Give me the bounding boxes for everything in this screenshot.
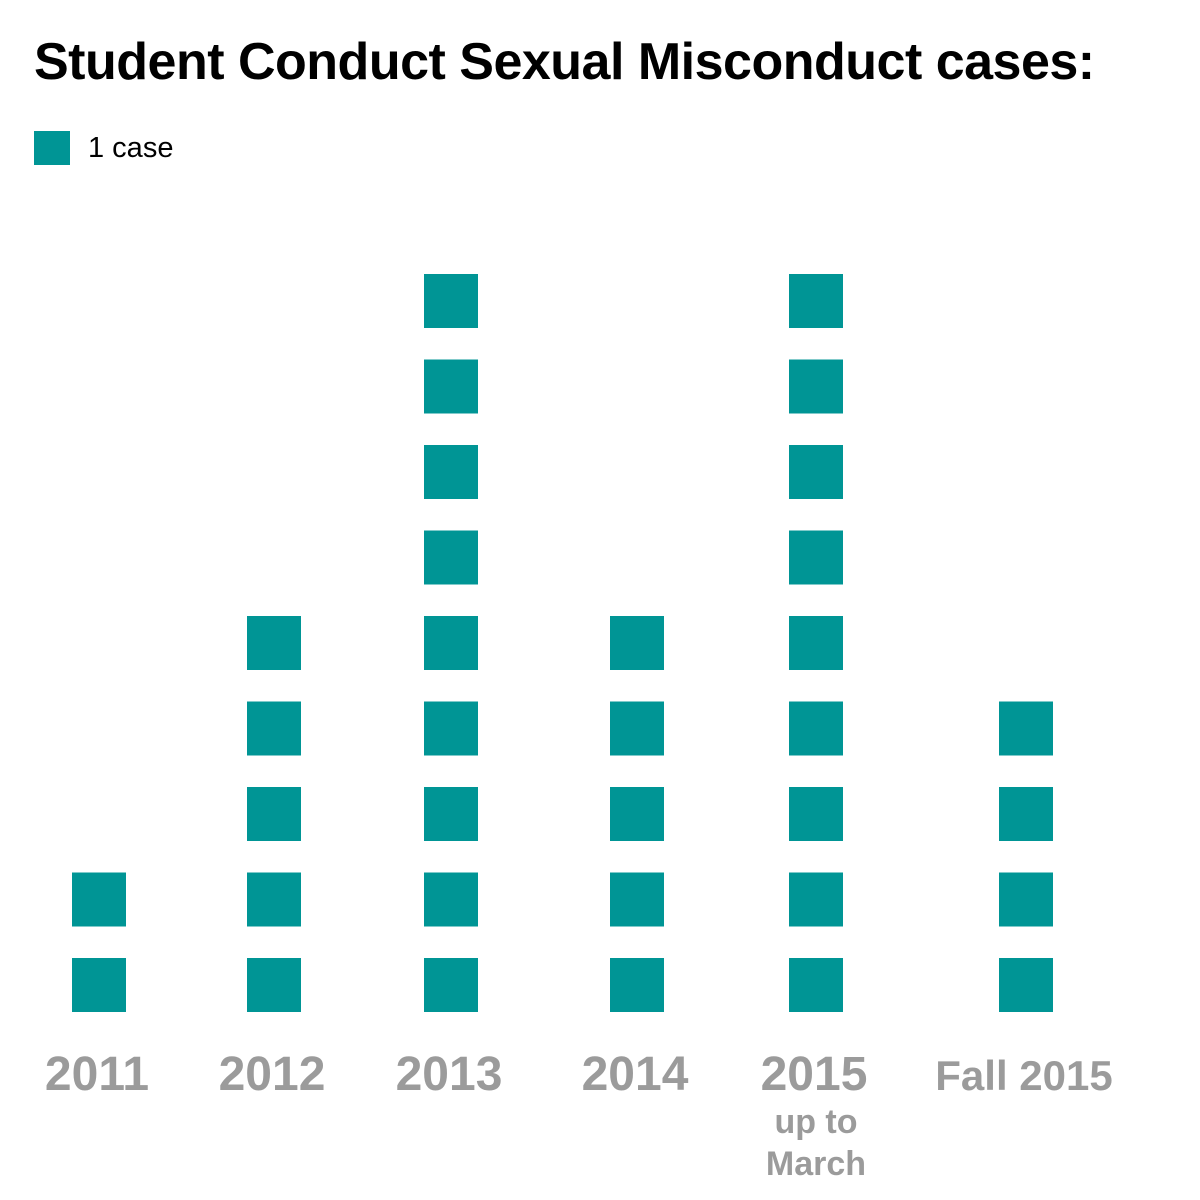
case-mark [789,872,843,927]
category-label: 2013 [396,1048,503,1101]
category-note: March [766,1145,866,1183]
case-mark [999,701,1053,756]
legend: 1 case [34,130,173,166]
case-mark [247,872,301,927]
case-mark [789,359,843,414]
case-mark [247,958,301,1012]
case-mark [999,958,1053,1012]
case-mark [72,872,126,927]
category-label: 2015 [761,1048,868,1101]
case-mark [424,616,478,670]
category-label: 2011 [45,1048,149,1101]
category-label: 2014 [582,1048,689,1101]
case-mark [424,274,478,328]
case-mark [610,872,664,927]
case-mark [72,958,126,1012]
case-mark [247,787,301,841]
case-mark [247,616,301,670]
column-fall-2015 [999,701,1053,1012]
case-mark [610,616,664,670]
case-mark [424,701,478,756]
column-2014 [610,616,664,1012]
case-mark [789,787,843,841]
column-2011 [72,872,126,1012]
case-mark [610,958,664,1012]
case-mark [247,701,301,756]
case-mark [424,359,478,414]
case-mark [424,958,478,1012]
case-mark [610,787,664,841]
column-2012 [247,616,301,1012]
case-mark [424,872,478,927]
case-mark [424,530,478,585]
case-mark [789,530,843,585]
category-note: up to [774,1103,857,1141]
case-mark [789,274,843,328]
case-mark [789,958,843,1012]
column-2013 [424,274,478,1012]
legend-swatch [34,131,70,165]
case-mark [999,787,1053,841]
case-mark [789,445,843,499]
category-label: 2012 [219,1048,326,1101]
case-mark [999,872,1053,927]
case-mark [424,787,478,841]
category-label: Fall 2015 [935,1052,1112,1099]
case-mark [610,701,664,756]
case-mark [424,445,478,499]
legend-label: 1 case [88,131,174,164]
case-mark [789,616,843,670]
chart-title: Student Conduct Sexual Misconduct cases: [34,33,1095,91]
case-mark [789,701,843,756]
column-2015 [789,274,843,1012]
